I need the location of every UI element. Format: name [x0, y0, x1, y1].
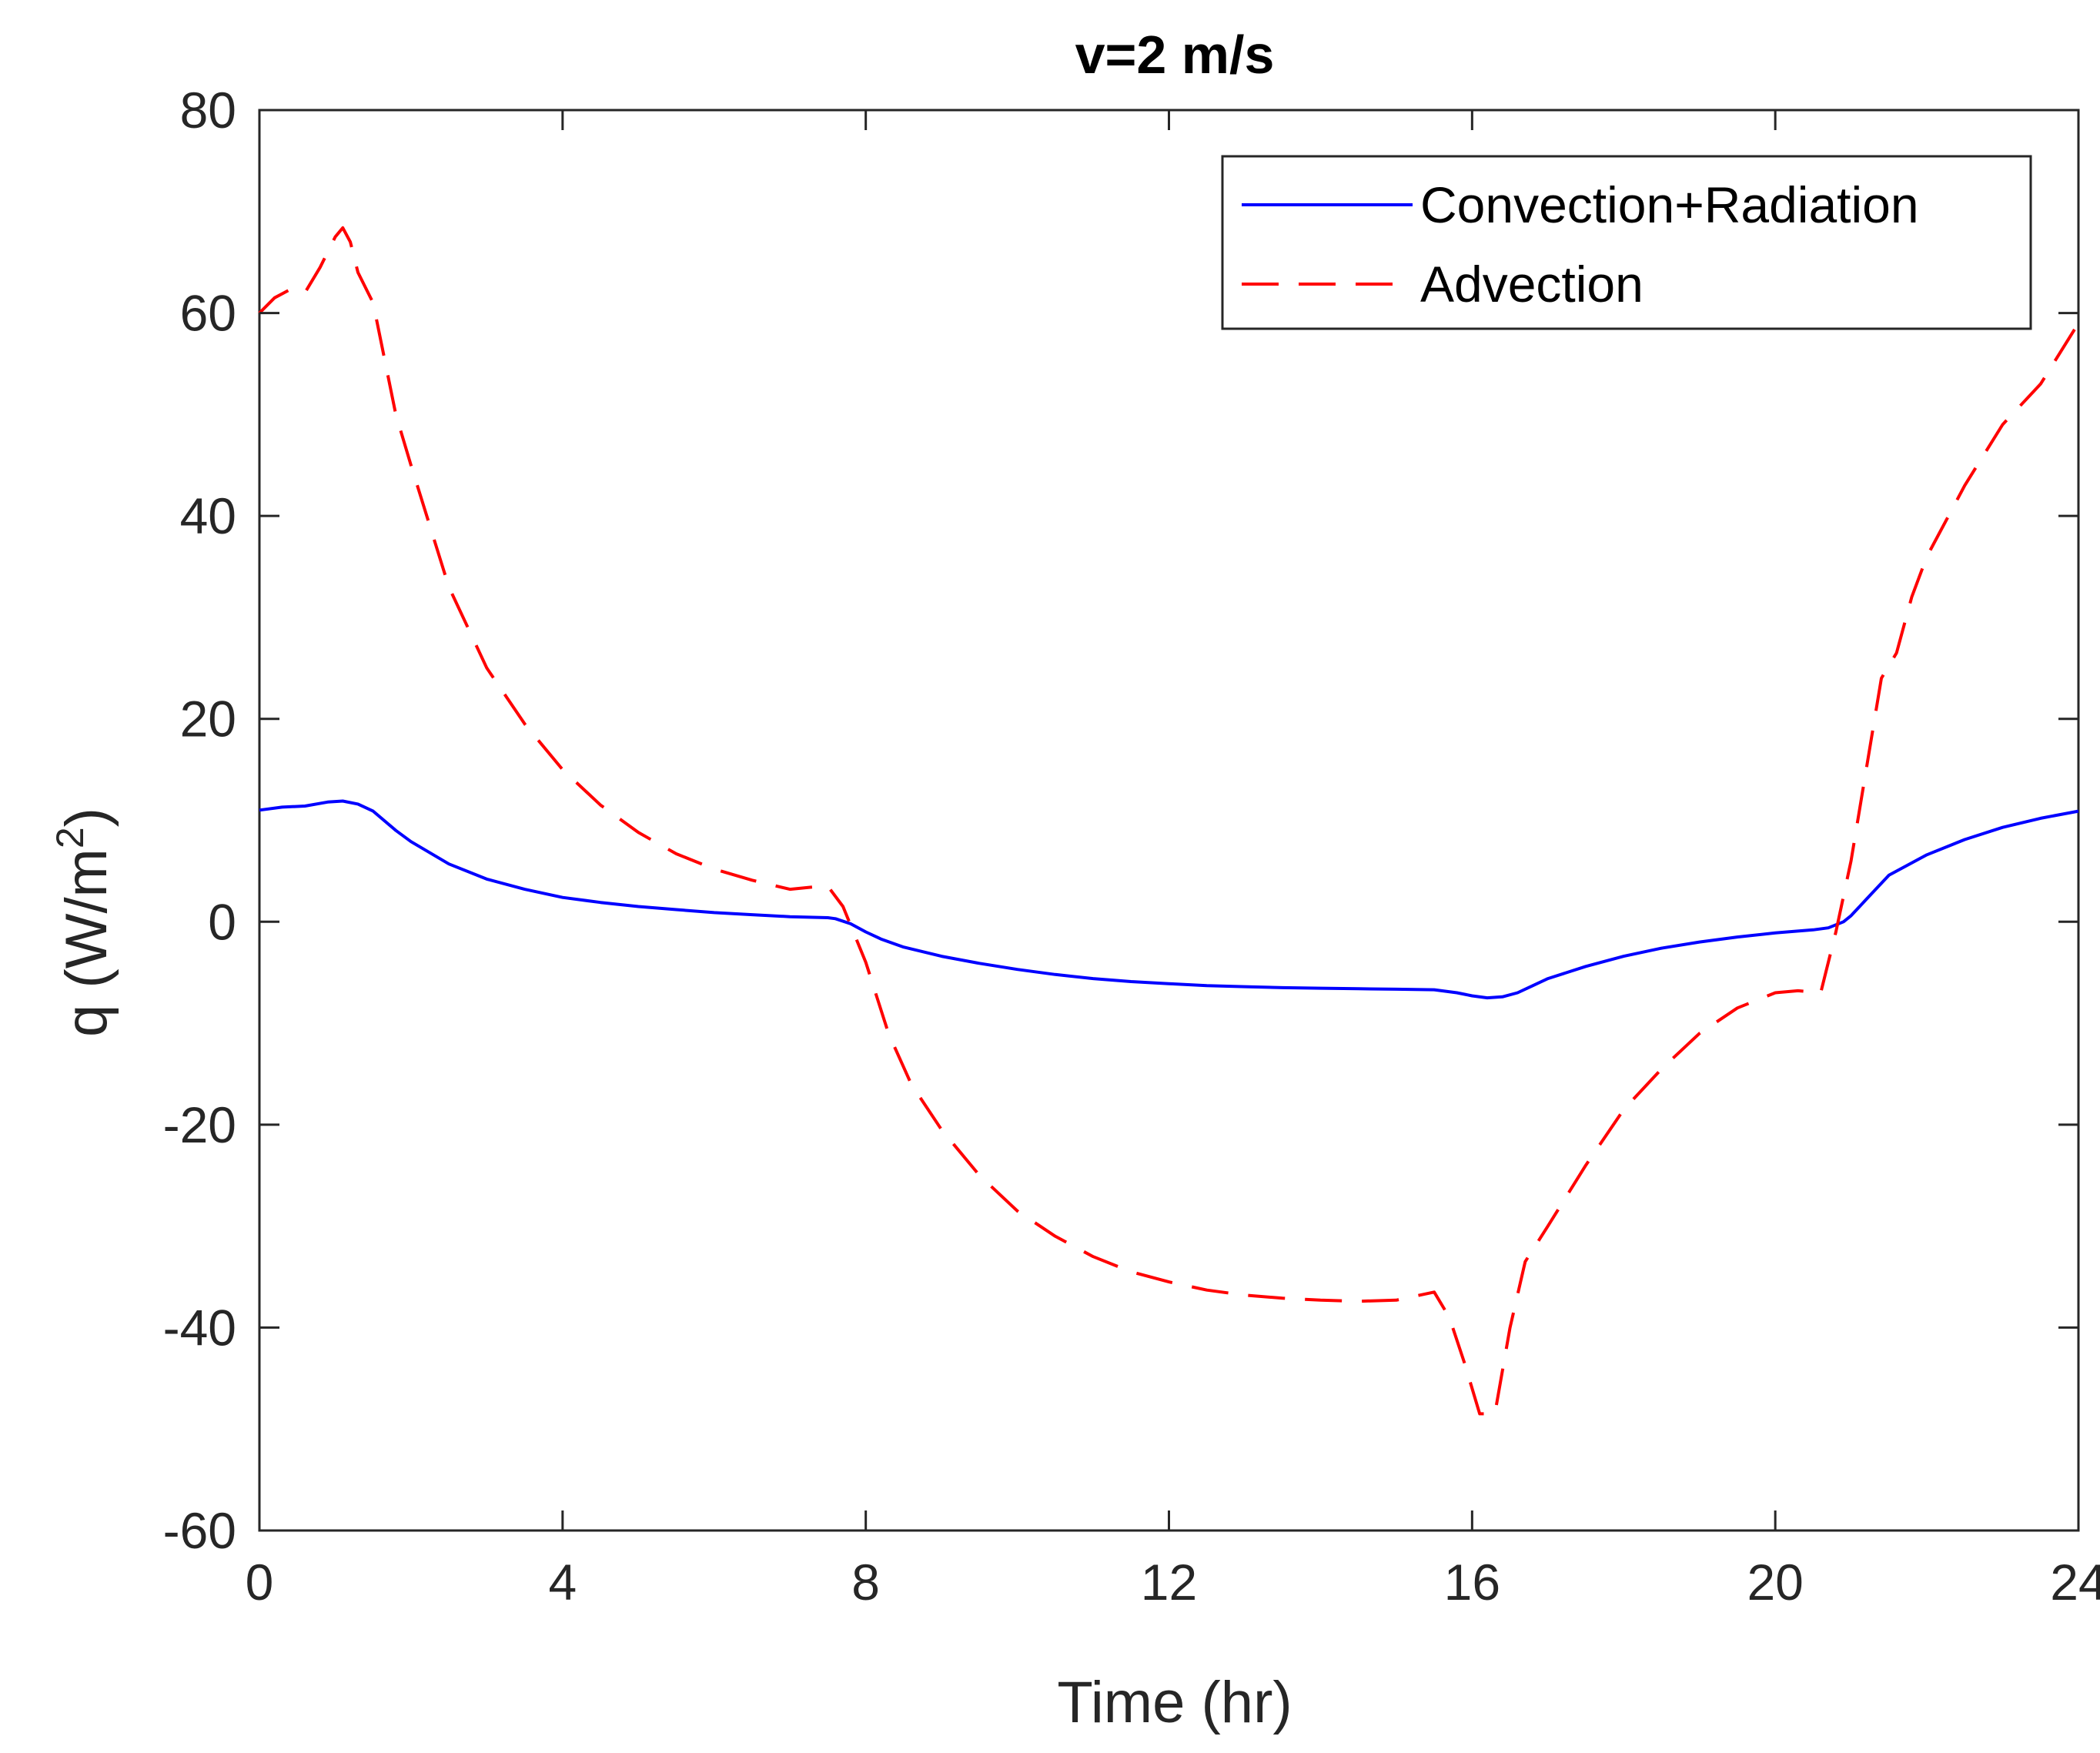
legend: Convection+Radiation Advection	[1221, 155, 2032, 330]
y-tick-label: 80	[180, 82, 236, 139]
y-tick-label: 40	[180, 487, 236, 544]
y-axis-label-sup: 2	[48, 827, 92, 848]
y-tick-label: -20	[163, 1096, 236, 1153]
chart-title: v=2 m/s	[1075, 25, 1275, 85]
series-line-advection	[258, 226, 2080, 1416]
y-tick-label: 60	[180, 285, 236, 342]
series-layer	[258, 226, 2080, 1416]
ticks-layer: 0 4 8 12 16 20 24 -60 -40 -20 0 20 40 60 80	[163, 82, 2100, 1611]
x-tick-label: 12	[1141, 1554, 1197, 1611]
x-tick-label: 8	[851, 1554, 880, 1611]
x-tick-label: 16	[1444, 1554, 1500, 1611]
x-tick-label: 0	[246, 1554, 274, 1611]
legend-label-convection: Convection+Radiation	[1420, 176, 1919, 233]
x-tick-label: 20	[1747, 1554, 1803, 1611]
y-tick-label: 20	[180, 691, 236, 748]
y-axis-label-end: )	[54, 808, 119, 827]
y-tick-label: -40	[163, 1299, 236, 1356]
x-tick-label: 24	[2050, 1554, 2100, 1611]
y-axis-label-base: q (W/m	[54, 848, 119, 1037]
y-axis-label: q (W/m2)	[48, 808, 119, 1037]
y-tick-label: 0	[208, 893, 236, 950]
legend-box	[1221, 155, 2032, 330]
y-tick-label: -60	[163, 1502, 236, 1559]
x-axis-label: Time (hr)	[1057, 1670, 1292, 1735]
x-tick-label: 4	[548, 1554, 577, 1611]
series-line-convection-radiation	[259, 799, 2079, 1000]
legend-label-advection: Advection	[1420, 256, 1644, 313]
